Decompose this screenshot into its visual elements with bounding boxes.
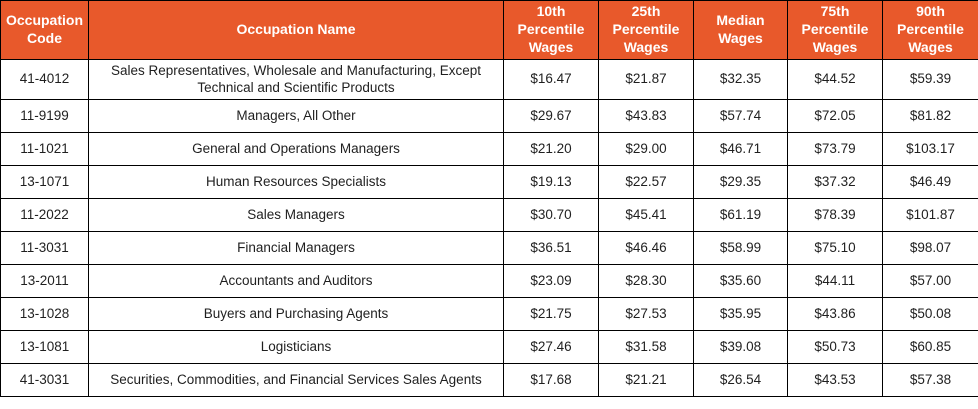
cell-wage-median: $29.35 — [693, 164, 788, 199]
cell-wage-90th-percentile: $46.49 — [882, 164, 978, 199]
column-header-occupation-name: Occupation Name — [88, 0, 504, 60]
cell-wage-75th-percentile: $43.86 — [787, 296, 883, 331]
cell-wage-median: $58.99 — [693, 230, 788, 265]
table-body: 41-4012 Sales Representatives, Wholesale … — [0, 58, 978, 397]
column-header-wage-25th-percentile: 25th Percentile Wages — [598, 0, 694, 60]
cell-wage-75th-percentile: $43.53 — [787, 362, 883, 397]
cell-occupation-name: Managers, All Other — [88, 98, 504, 133]
cell-occupation-name: Securities, Commodities, and Financial S… — [88, 362, 504, 397]
cell-occupation-name: Buyers and Purchasing Agents — [88, 296, 504, 331]
cell-occupation-code: 11-9199 — [0, 98, 89, 133]
cell-wage-25th-percentile: $31.58 — [598, 329, 694, 364]
cell-wage-90th-percentile: $60.85 — [882, 329, 978, 364]
cell-wage-75th-percentile: $72.05 — [787, 98, 883, 133]
table-row: 13-1081 Logisticians $27.46 $31.58 $39.08 $50… — [0, 329, 978, 364]
cell-wage-25th-percentile: $21.21 — [598, 362, 694, 397]
cell-occupation-code: 13-1071 — [0, 164, 89, 199]
cell-wage-75th-percentile: $44.52 — [787, 58, 883, 100]
cell-wage-median: $32.35 — [693, 58, 788, 100]
cell-occupation-code: 11-3031 — [0, 230, 89, 265]
table-row: 13-2011 Accountants and Auditors $23.09 $28… — [0, 263, 978, 298]
cell-wage-10th-percentile: $17.68 — [503, 362, 599, 397]
cell-wage-75th-percentile: $44.11 — [787, 263, 883, 298]
column-header-wage-75th-percentile: 75th Percentile Wages — [787, 0, 883, 60]
cell-occupation-name: Logisticians — [88, 329, 504, 364]
cell-wage-25th-percentile: $28.30 — [598, 263, 694, 298]
cell-wage-75th-percentile: $50.73 — [787, 329, 883, 364]
cell-wage-10th-percentile: $29.67 — [503, 98, 599, 133]
cell-occupation-name: Accountants and Auditors — [88, 263, 504, 298]
cell-wage-25th-percentile: $22.57 — [598, 164, 694, 199]
cell-wage-75th-percentile: $73.79 — [787, 131, 883, 166]
header-row: Occupation Code Occupation Name 10th Perce… — [0, 0, 978, 60]
occupation-wage-table: Occupation Code Occupation Name 10th Perce… — [0, 0, 978, 397]
cell-wage-90th-percentile: $57.00 — [882, 263, 978, 298]
table-row: 11-2022 Sales Managers $30.70 $45.41 $61.19 $… — [0, 197, 978, 232]
cell-wage-10th-percentile: $21.75 — [503, 296, 599, 331]
cell-wage-10th-percentile: $19.13 — [503, 164, 599, 199]
table-row: 11-9199 Managers, All Other $29.67 $43.83 $5… — [0, 98, 978, 133]
cell-wage-90th-percentile: $98.07 — [882, 230, 978, 265]
table-header: Occupation Code Occupation Name 10th Perce… — [0, 0, 978, 60]
cell-wage-median: $35.95 — [693, 296, 788, 331]
cell-occupation-code: 41-4012 — [0, 58, 89, 100]
cell-wage-10th-percentile: $21.20 — [503, 131, 599, 166]
cell-occupation-name: Human Resources Specialists — [88, 164, 504, 199]
table-row: 11-1021 General and Operations Managers $2… — [0, 131, 978, 166]
column-header-wage-10th-percentile: 10th Percentile Wages — [503, 0, 599, 60]
cell-occupation-name: General and Operations Managers — [88, 131, 504, 166]
cell-wage-90th-percentile: $103.17 — [882, 131, 978, 166]
cell-wage-25th-percentile: $21.87 — [598, 58, 694, 100]
cell-wage-10th-percentile: $27.46 — [503, 329, 599, 364]
cell-wage-90th-percentile: $57.38 — [882, 362, 978, 397]
cell-occupation-code: 11-1021 — [0, 131, 89, 166]
cell-wage-75th-percentile: $37.32 — [787, 164, 883, 199]
cell-occupation-name: Financial Managers — [88, 230, 504, 265]
cell-occupation-code: 13-1028 — [0, 296, 89, 331]
cell-wage-10th-percentile: $36.51 — [503, 230, 599, 265]
cell-wage-median: $26.54 — [693, 362, 788, 397]
table-row: 13-1028 Buyers and Purchasing Agents $21.7… — [0, 296, 978, 331]
column-header-occupation-code: Occupation Code — [0, 0, 89, 60]
cell-wage-10th-percentile: $23.09 — [503, 263, 599, 298]
cell-wage-90th-percentile: $59.39 — [882, 58, 978, 100]
cell-occupation-code: 13-2011 — [0, 263, 89, 298]
cell-wage-25th-percentile: $45.41 — [598, 197, 694, 232]
cell-wage-median: $61.19 — [693, 197, 788, 232]
cell-wage-median: $46.71 — [693, 131, 788, 166]
cell-wage-10th-percentile: $30.70 — [503, 197, 599, 232]
table-row: 11-3031 Financial Managers $36.51 $46.46 $58… — [0, 230, 978, 265]
cell-occupation-code: 11-2022 — [0, 197, 89, 232]
cell-occupation-name: Sales Managers — [88, 197, 504, 232]
cell-wage-90th-percentile: $101.87 — [882, 197, 978, 232]
cell-wage-10th-percentile: $16.47 — [503, 58, 599, 100]
cell-wage-median: $35.60 — [693, 263, 788, 298]
cell-occupation-code: 13-1081 — [0, 329, 89, 364]
cell-wage-median: $39.08 — [693, 329, 788, 364]
cell-wage-25th-percentile: $27.53 — [598, 296, 694, 331]
column-header-wage-90th-percentile: 90th Percentile Wages — [882, 0, 978, 60]
cell-wage-75th-percentile: $78.39 — [787, 197, 883, 232]
cell-occupation-name: Sales Representatives, Wholesale and Man… — [88, 58, 504, 100]
column-header-wage-median: Median Wages — [693, 0, 788, 60]
cell-wage-90th-percentile: $50.08 — [882, 296, 978, 331]
table-row: 13-1071 Human Resources Specialists $19.13… — [0, 164, 978, 199]
cell-wage-25th-percentile: $46.46 — [598, 230, 694, 265]
cell-wage-25th-percentile: $29.00 — [598, 131, 694, 166]
cell-wage-median: $57.74 — [693, 98, 788, 133]
cell-wage-75th-percentile: $75.10 — [787, 230, 883, 265]
cell-wage-90th-percentile: $81.82 — [882, 98, 978, 133]
table-row: 41-3031 Securities, Commodities, and Fina… — [0, 362, 978, 397]
cell-wage-25th-percentile: $43.83 — [598, 98, 694, 133]
cell-occupation-code: 41-3031 — [0, 362, 89, 397]
table-row: 41-4012 Sales Representatives, Wholesale … — [0, 58, 978, 100]
